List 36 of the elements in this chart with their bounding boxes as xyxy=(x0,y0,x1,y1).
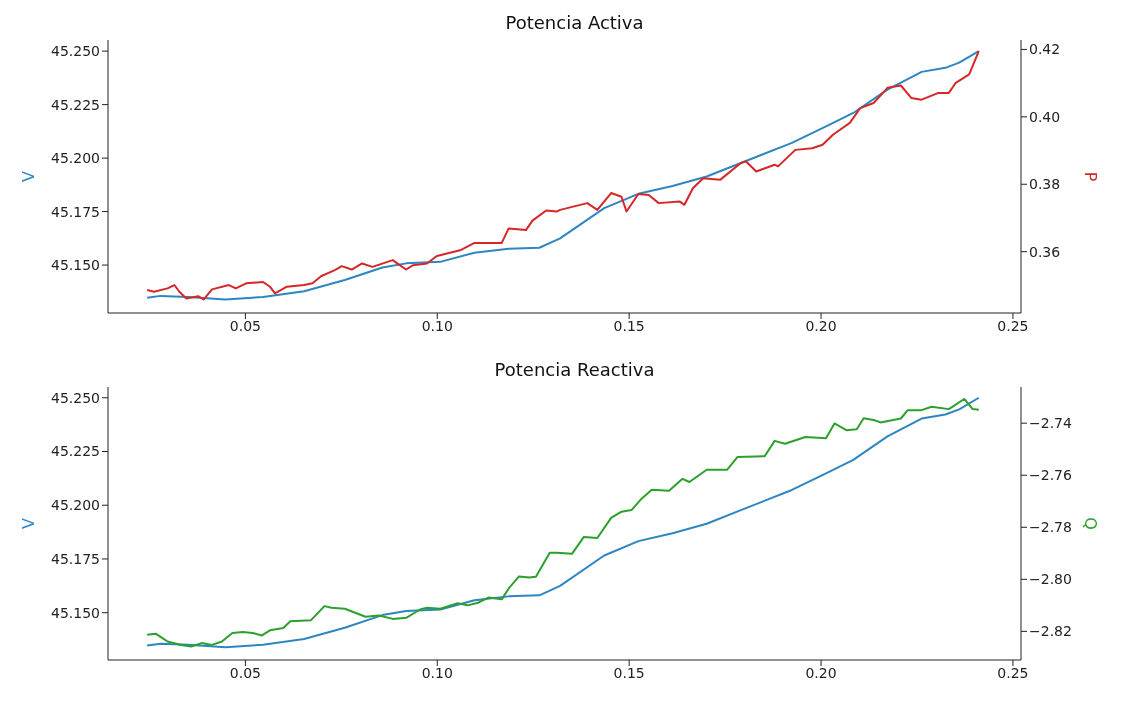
y-tick-label: 45.175 xyxy=(51,550,100,567)
y-axis-title: V xyxy=(18,170,38,182)
y2-tick-label: −2.74 xyxy=(1029,415,1072,432)
y2-tick-label: 0.36 xyxy=(1029,243,1061,260)
x-tick-label: 0.15 xyxy=(613,317,645,334)
y2-tick-label: −2.80 xyxy=(1029,571,1072,588)
chart-title: Potencia Reactiva xyxy=(493,359,656,380)
x-tick-label: 0.25 xyxy=(997,317,1029,334)
line-series xyxy=(146,50,980,301)
x-tick-label: 0.10 xyxy=(421,664,453,681)
x-tick-label: 0.15 xyxy=(613,664,645,681)
y2-tick-label: −2.82 xyxy=(1029,623,1072,640)
x-tick-label: 0.20 xyxy=(805,664,837,681)
y2-tick-label: 0.38 xyxy=(1029,176,1061,193)
y-tick-label: 45.225 xyxy=(51,443,100,460)
y-tick-label: 45.225 xyxy=(51,96,100,113)
y2-tick-label: 0.42 xyxy=(1029,41,1061,58)
x-tick-label: 0.05 xyxy=(229,664,261,681)
y-tick-label: 45.250 xyxy=(51,43,100,60)
chart-title: Potencia Activa xyxy=(504,12,645,33)
x-tick-label: 0.25 xyxy=(997,664,1029,681)
y2-tick-label: −2.78 xyxy=(1029,519,1072,536)
y-tick-label: 45.200 xyxy=(51,497,100,514)
y2-tick-label: 0.40 xyxy=(1029,108,1061,125)
y-tick-label: 45.250 xyxy=(51,389,100,406)
x-tick-label: 0.05 xyxy=(229,317,261,334)
y-tick-label: 45.150 xyxy=(51,604,100,621)
y-tick-label: 45.150 xyxy=(51,257,100,274)
y-tick-label: 45.175 xyxy=(51,203,100,220)
x-tick-label: 0.10 xyxy=(421,317,453,334)
y2-tick-label: −2.76 xyxy=(1029,467,1072,484)
y2-axis-title: P xyxy=(1081,171,1101,182)
y2-axis-title: Q xyxy=(1081,517,1101,530)
x-tick-label: 0.20 xyxy=(805,317,837,334)
y-tick-label: 45.200 xyxy=(51,150,100,167)
y-axis-title: V xyxy=(18,517,38,529)
